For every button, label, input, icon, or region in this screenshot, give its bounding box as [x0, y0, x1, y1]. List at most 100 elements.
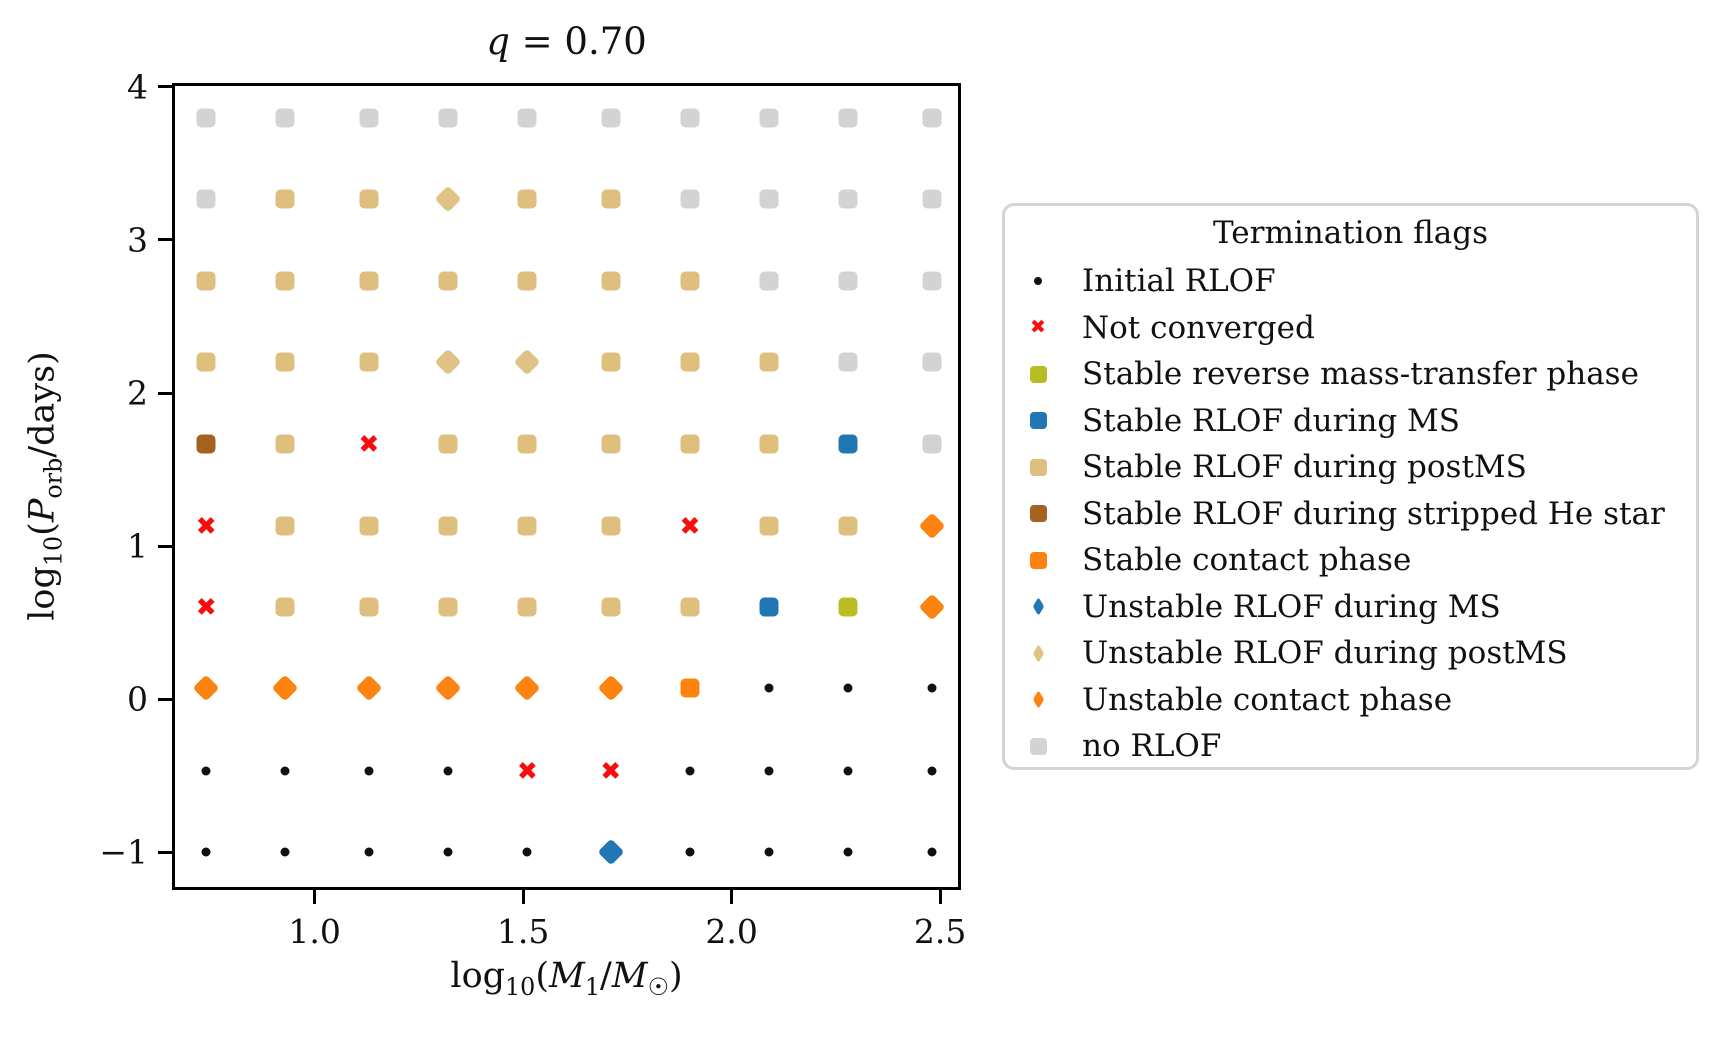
legend-marker-unstable_contact: [1005, 690, 1071, 709]
marker-stable_ms: [838, 434, 858, 453]
legend-marker-initial_rlof: [1005, 277, 1071, 286]
legend-entries: Initial RLOF ✖ Not converged Stable reverse…: [1005, 258, 1696, 770]
x-tick-mark: [730, 890, 734, 904]
unstable_postms-icon: [1032, 644, 1044, 663]
marker-stable_postms: [517, 189, 537, 209]
legend-box: Termination flags Initial RLOF ✖ Not conve…: [1002, 203, 1699, 770]
marker-no_rlof: [838, 189, 858, 209]
legend-entry-label: Initial RLOF: [1082, 263, 1276, 300]
legend-entry: Initial RLOF: [1005, 258, 1696, 305]
marker-initial_rlof: [443, 847, 453, 857]
y-axis-label: log10(Porb/days): [22, 351, 68, 621]
marker-initial_rlof: [280, 766, 290, 776]
marker-no_rlof: [922, 434, 942, 453]
not_converged-icon: ✖: [1030, 316, 1046, 339]
marker-not_converged: ✖: [600, 756, 622, 786]
x-tick-mark: [938, 890, 942, 904]
legend-marker-stable_he: [1005, 505, 1071, 523]
marker-no_rlof: [275, 108, 295, 128]
x-tick-label: 1.0: [288, 912, 341, 951]
x-axis-label: log10(M1/M☉): [450, 956, 683, 1001]
no_rlof-icon: [1029, 737, 1047, 755]
marker-no_rlof: [922, 271, 942, 291]
marker-stable_postms: [275, 189, 295, 209]
marker-not_converged: ✖: [195, 511, 217, 541]
legend-marker-stable_contact: [1005, 551, 1071, 569]
y-tick-mark: [158, 391, 172, 395]
y-tick-mark: [158, 238, 172, 242]
legend-marker-stable_postms: [1005, 458, 1071, 476]
marker-initial_rlof: [522, 847, 532, 857]
marker-no_rlof: [601, 108, 621, 128]
legend-entry-label: Not converged: [1082, 309, 1315, 346]
y-tick-label: 0: [127, 679, 148, 719]
marker-stable_postms: [196, 352, 216, 372]
marker-no_rlof: [680, 108, 700, 128]
marker-initial_rlof: [843, 766, 853, 776]
marker-stable_postms: [759, 434, 779, 453]
legend-marker-no_rlof: [1005, 737, 1071, 755]
marker-initial_rlof: [201, 847, 211, 857]
marker-stable_postms: [517, 597, 537, 617]
legend-entry-label: Stable reverse mass-transfer phase: [1082, 356, 1639, 393]
y-tick-mark: [158, 697, 172, 701]
marker-no_rlof: [922, 189, 942, 209]
initial_rlof-icon: [1034, 277, 1042, 286]
marker-stable_postms: [680, 271, 700, 291]
x-tick-label: 2.0: [705, 912, 758, 951]
marker-initial_rlof: [685, 847, 695, 857]
legend-entry: Stable RLOF during MS: [1005, 398, 1696, 445]
plot-area: [172, 83, 961, 890]
marker-no_rlof: [359, 108, 379, 128]
marker-stable_postms: [680, 434, 700, 453]
marker-stable_ms: [759, 597, 779, 617]
marker-initial_rlof: [364, 847, 374, 857]
y-tick-mark: [158, 85, 172, 89]
marker-stable_postms: [601, 352, 621, 372]
stable_contact-icon: [1029, 551, 1047, 569]
legend-entry-label: Unstable contact phase: [1082, 681, 1453, 718]
y-tick-label: 2: [127, 373, 148, 413]
marker-stable_postms: [601, 434, 621, 453]
marker-stable_postms: [680, 352, 700, 372]
marker-no_rlof: [922, 352, 942, 372]
legend-marker-stable_ms: [1005, 412, 1071, 430]
legend-marker-unstable_postms: [1005, 644, 1071, 663]
marker-stable_he: [196, 434, 216, 453]
plot-title: q = 0.70: [172, 20, 961, 63]
legend-entry-label: Unstable RLOF during MS: [1082, 588, 1501, 625]
marker-initial_rlof: [685, 766, 695, 776]
marker-stable_postms: [275, 516, 295, 536]
legend-marker-not_converged: ✖: [1005, 318, 1071, 337]
marker-stable_postms: [359, 352, 379, 372]
marker-stable_postms: [359, 516, 379, 536]
legend-entry-label: Stable RLOF during MS: [1082, 402, 1461, 439]
marker-no_rlof: [680, 189, 700, 209]
marker-initial_rlof: [443, 766, 453, 776]
marker-initial_rlof: [927, 847, 937, 857]
marker-stable_postms: [438, 271, 458, 291]
legend-marker-unstable_ms: [1005, 597, 1071, 616]
marker-initial_rlof: [280, 847, 290, 857]
marker-initial_rlof: [927, 766, 937, 776]
stable_reverse-icon: [1029, 365, 1047, 383]
marker-stable_postms: [601, 189, 621, 209]
marker-stable_postms: [359, 271, 379, 291]
marker-stable_postms: [601, 516, 621, 536]
legend-entry: Unstable contact phase: [1005, 677, 1696, 724]
y-tick-label: −1: [99, 832, 148, 872]
marker-no_rlof: [438, 108, 458, 128]
legend-title: Termination flags: [1213, 215, 1488, 251]
legend-entry: Unstable RLOF during MS: [1005, 584, 1696, 631]
marker-stable_postms: [838, 516, 858, 536]
marker-initial_rlof: [201, 766, 211, 776]
marker-stable_postms: [438, 434, 458, 453]
legend-entry-label: Stable contact phase: [1082, 542, 1412, 579]
y-tick-mark: [158, 544, 172, 548]
marker-initial_rlof: [764, 683, 774, 693]
legend-entry: ✖ Not converged: [1005, 305, 1696, 352]
marker-stable_postms: [275, 597, 295, 617]
marker-no_rlof: [759, 108, 779, 128]
marker-no_rlof: [196, 189, 216, 209]
